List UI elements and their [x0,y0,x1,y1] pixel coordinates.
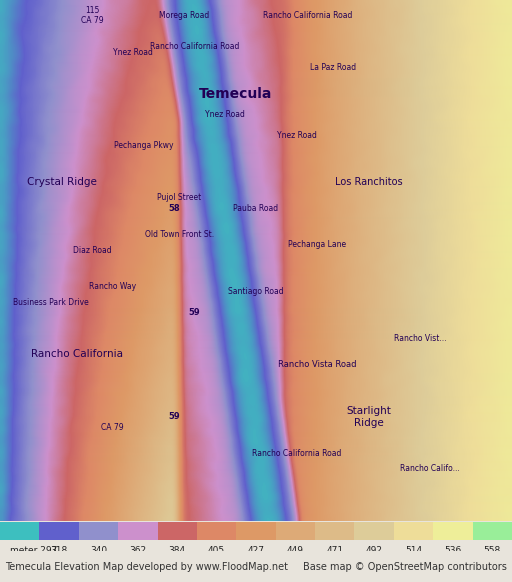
Text: Pechanga Pkwy: Pechanga Pkwy [114,141,173,150]
Text: Diaz Road: Diaz Road [73,246,112,254]
Text: 115
CA 79: 115 CA 79 [81,6,103,26]
Text: Santiago Road: Santiago Road [228,287,284,296]
FancyBboxPatch shape [39,522,79,540]
Text: 405: 405 [208,546,225,555]
Text: Ynez Road: Ynez Road [113,48,153,56]
Text: Ynez Road: Ynez Road [277,131,317,140]
Text: 427: 427 [247,546,265,555]
FancyBboxPatch shape [158,522,197,540]
Text: 59: 59 [189,308,200,317]
Text: 471: 471 [326,546,344,555]
Text: Pujol Street: Pujol Street [157,193,201,203]
FancyBboxPatch shape [433,522,473,540]
Text: 384: 384 [168,546,186,555]
Text: 449: 449 [287,546,304,555]
Text: Crystal Ridge: Crystal Ridge [27,178,96,187]
Text: Base map © OpenStreetMap contributors: Base map © OpenStreetMap contributors [303,562,507,572]
Text: 492: 492 [366,546,382,555]
Text: Rancho Califo...: Rancho Califo... [400,464,460,473]
Text: Rancho California Road: Rancho California Road [252,449,342,457]
Text: Starlight
Ridge: Starlight Ridge [346,406,391,428]
Text: Rancho Way: Rancho Way [89,282,136,291]
Text: Pauba Road: Pauba Road [233,204,279,213]
FancyBboxPatch shape [275,522,315,540]
Text: 318: 318 [51,546,68,555]
Text: 58: 58 [168,204,180,213]
Text: 558: 558 [484,546,501,555]
FancyBboxPatch shape [237,522,275,540]
FancyBboxPatch shape [118,522,158,540]
Text: Rancho Vist...: Rancho Vist... [394,334,446,343]
Text: Rancho California Road: Rancho California Road [263,11,352,20]
Text: meter 297: meter 297 [10,546,58,555]
FancyBboxPatch shape [197,522,237,540]
Text: Rancho California Road: Rancho California Road [150,42,239,51]
Text: Rancho California: Rancho California [31,349,123,359]
FancyBboxPatch shape [354,522,394,540]
Text: Business Park Drive: Business Park Drive [13,297,89,307]
Text: 514: 514 [405,546,422,555]
Text: Temecula: Temecula [199,87,272,101]
FancyBboxPatch shape [315,522,354,540]
Text: CA 79: CA 79 [101,423,124,432]
FancyBboxPatch shape [79,522,118,540]
Text: 340: 340 [90,546,107,555]
FancyBboxPatch shape [473,522,512,540]
FancyBboxPatch shape [394,522,433,540]
Text: Morega Road: Morega Road [159,11,209,20]
Text: 59: 59 [168,412,180,421]
FancyBboxPatch shape [0,522,39,540]
Text: 536: 536 [444,546,461,555]
Text: Ynez Road: Ynez Road [205,110,245,119]
Text: Pechanga Lane: Pechanga Lane [288,240,347,249]
Text: Los Ranchitos: Los Ranchitos [335,178,402,187]
Text: 362: 362 [130,546,146,555]
Text: Rancho Vista Road: Rancho Vista Road [278,360,357,369]
Text: La Paz Road: La Paz Road [310,63,356,72]
Text: Temecula Elevation Map developed by www.FloodMap.net: Temecula Elevation Map developed by www.… [5,562,288,572]
Text: Old Town Front St.: Old Town Front St. [144,230,214,239]
